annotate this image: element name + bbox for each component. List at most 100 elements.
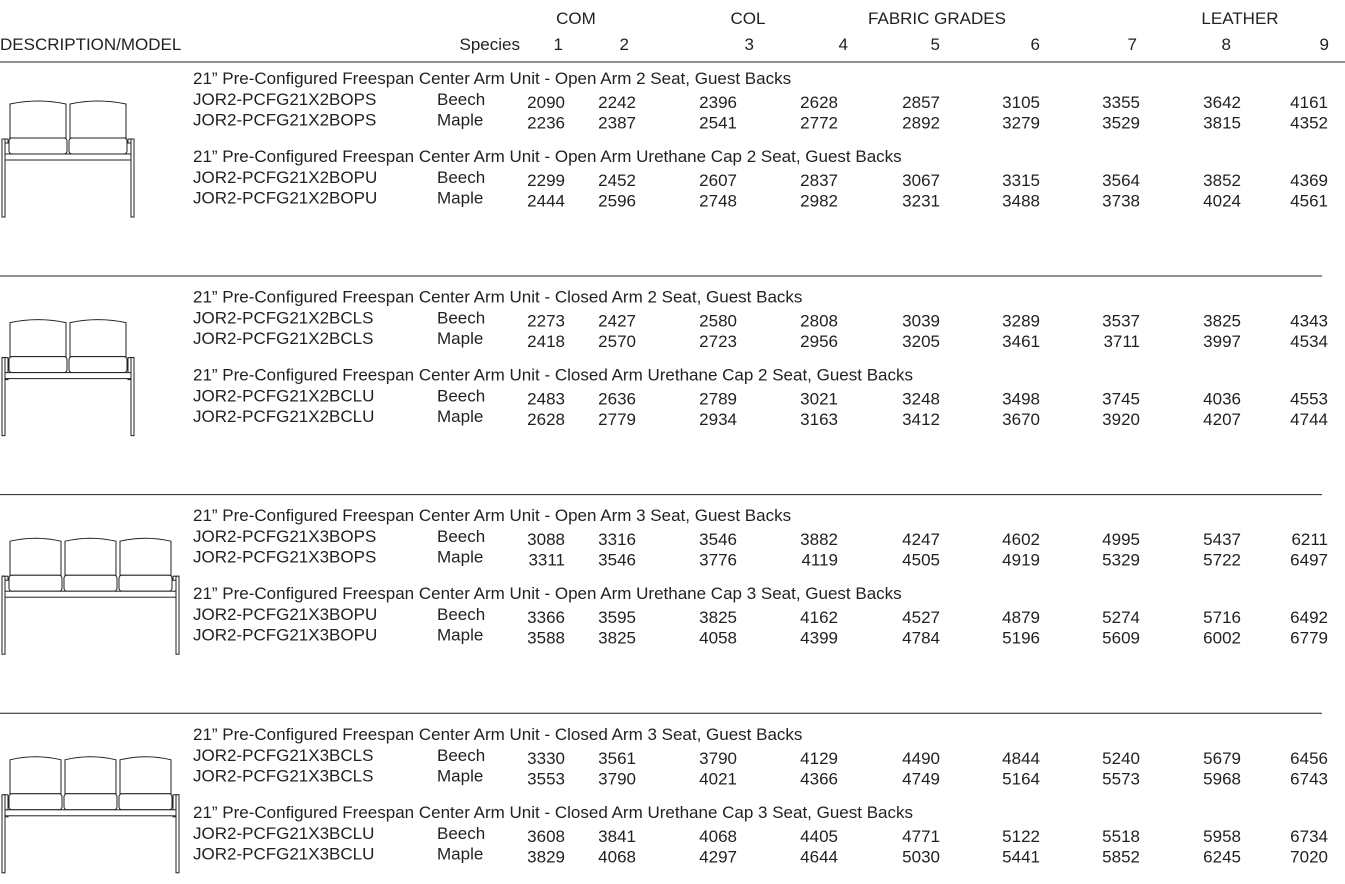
price: 4068 (598, 847, 636, 866)
model: JOR2-PCFG21X3BOPU (193, 626, 377, 645)
sofa-back (9, 537, 62, 576)
price: 2789 (699, 390, 737, 409)
group-header: LEATHER (1201, 9, 1278, 28)
model: JOR2-PCFG21X3BCLU (193, 824, 374, 843)
price: 6245 (1203, 847, 1241, 866)
price: 3529 (1102, 114, 1140, 133)
grade-header: 4 (839, 35, 848, 54)
sofa-leg (1, 575, 6, 655)
model: JOR2-PCFG21X2BOPS (193, 111, 376, 130)
price: 4602 (1002, 530, 1040, 549)
price: 3248 (902, 390, 940, 409)
species: Beech (437, 90, 485, 109)
price: 2636 (598, 390, 636, 409)
sofa-back (64, 756, 117, 795)
price: 6002 (1203, 629, 1241, 648)
sofa-seat (8, 574, 63, 592)
price: 4534 (1290, 332, 1328, 351)
sofa-back (9, 100, 67, 139)
grade-header: 5 (931, 35, 940, 54)
price: 2628 (800, 93, 838, 112)
sofa-rail (3, 153, 133, 161)
price: 5437 (1203, 530, 1241, 549)
price: 2418 (527, 332, 565, 351)
price: 3920 (1102, 410, 1140, 429)
product-title: 21” Pre-Configured Freespan Center Arm U… (193, 366, 913, 385)
price: 4343 (1290, 312, 1328, 331)
price: 5716 (1203, 608, 1241, 627)
price: 2273 (527, 312, 565, 331)
price: 4024 (1203, 192, 1241, 211)
price: 3105 (1002, 93, 1040, 112)
sofa-back (9, 756, 62, 795)
sofa-rail (3, 809, 178, 817)
price: 5274 (1102, 608, 1140, 627)
model: JOR2-PCFG21X3BCLS (193, 746, 373, 765)
price: 3289 (1002, 312, 1040, 331)
price: 2483 (527, 390, 565, 409)
price: 5164 (1002, 769, 1040, 788)
sofa-rail (3, 372, 133, 380)
price: 2541 (699, 114, 737, 133)
price: 4161 (1290, 93, 1328, 112)
species: Beech (437, 387, 485, 406)
price: 3829 (527, 847, 565, 866)
price: 4352 (1290, 114, 1328, 133)
product-title: 21” Pre-Configured Freespan Center Arm U… (193, 69, 791, 88)
price: 5329 (1102, 551, 1140, 570)
price: 3355 (1102, 93, 1140, 112)
price: 3711 (1103, 332, 1140, 351)
price: 6211 (1291, 530, 1328, 549)
price: 3825 (1203, 312, 1241, 331)
price: 3163 (800, 410, 838, 429)
price: 7020 (1290, 847, 1328, 866)
price: 5573 (1102, 769, 1140, 788)
price: 3488 (1002, 192, 1040, 211)
price: 4784 (902, 629, 940, 648)
price: 4119 (801, 551, 838, 570)
price: 3825 (699, 608, 737, 627)
price: 3498 (1002, 390, 1040, 409)
model: JOR2-PCFG21X2BCLU (193, 387, 374, 406)
price: 2607 (699, 171, 737, 190)
price: 4068 (699, 827, 737, 846)
price: 4058 (699, 629, 737, 648)
price: 2857 (902, 93, 940, 112)
price: 3205 (902, 332, 940, 351)
species-header: Species (460, 35, 520, 54)
grade-header: 7 (1128, 35, 1137, 54)
price: 2934 (699, 410, 737, 429)
price: 4162 (800, 608, 838, 627)
sofa-rail (3, 590, 178, 598)
species: Maple (437, 111, 483, 130)
price: 5679 (1203, 749, 1241, 768)
sofa-leg (130, 138, 135, 218)
price: 4879 (1002, 608, 1040, 627)
price: 5122 (1002, 827, 1040, 846)
sofa-leg (175, 575, 180, 655)
price: 2452 (598, 171, 636, 190)
price: 4505 (902, 551, 940, 570)
product-title: 21” Pre-Configured Freespan Center Arm U… (193, 803, 913, 822)
species: Beech (437, 746, 485, 765)
section: 21” Pre-Configured Freespan Center Arm U… (0, 506, 1328, 714)
price: 2387 (598, 114, 636, 133)
price: 3608 (527, 827, 565, 846)
price: 4021 (699, 769, 737, 788)
price: 6497 (1290, 551, 1328, 570)
price: 2427 (598, 312, 636, 331)
price: 2090 (527, 93, 565, 112)
price: 4369 (1290, 171, 1328, 190)
price: 3561 (598, 749, 636, 768)
price: 3231 (902, 192, 940, 211)
model: JOR2-PCFG21X2BCLU (193, 407, 374, 426)
sofa-seat (68, 356, 128, 374)
model: JOR2-PCFG21X3BOPU (193, 605, 377, 624)
price: 3852 (1203, 171, 1241, 190)
price: 3546 (699, 530, 737, 549)
price: 4749 (902, 769, 940, 788)
price: 5722 (1203, 551, 1241, 570)
price: 3882 (800, 530, 838, 549)
